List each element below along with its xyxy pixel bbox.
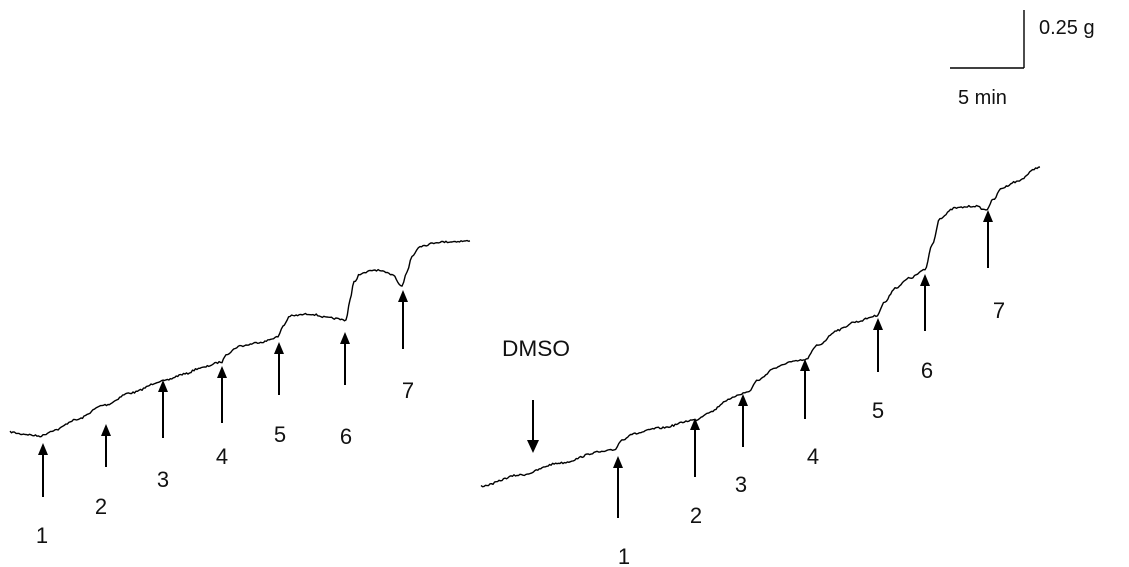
scale-bar: 0.25 g 5 min xyxy=(950,10,1095,109)
addition-labels-left: 1 2 3 4 5 6 7 xyxy=(36,378,414,548)
addition-label: 5 xyxy=(872,398,884,423)
vehicle-marker: DMSO xyxy=(502,336,570,453)
addition-arrow-head xyxy=(690,418,700,430)
addition-arrow-head xyxy=(38,443,48,455)
addition-label: 2 xyxy=(690,503,702,528)
addition-label: 1 xyxy=(36,523,48,548)
addition-labels-right: 1 2 3 4 5 6 7 xyxy=(618,298,1005,567)
addition-arrow-head xyxy=(158,380,168,392)
vehicle-label: DMSO xyxy=(502,336,570,361)
addition-arrows-right xyxy=(613,210,993,518)
addition-arrows-left xyxy=(38,290,408,497)
addition-arrow-head xyxy=(983,210,993,222)
addition-arrow-head xyxy=(873,318,883,330)
scale-bar-force-label: 0.25 g xyxy=(1039,17,1095,39)
trace-left-line xyxy=(9,239,471,438)
addition-label: 1 xyxy=(618,544,630,567)
trace-left: 1 2 3 4 5 6 7 xyxy=(9,239,471,548)
addition-arrow-head xyxy=(398,290,408,302)
addition-arrow-head xyxy=(101,424,111,436)
addition-label: 7 xyxy=(993,298,1005,323)
scale-bar-time-label: 5 min xyxy=(958,87,1007,109)
addition-arrow-head xyxy=(274,342,284,354)
vehicle-arrow-head xyxy=(527,440,539,453)
addition-label: 6 xyxy=(921,358,933,383)
addition-label: 7 xyxy=(402,378,414,403)
addition-label: 3 xyxy=(157,467,169,492)
addition-label: 4 xyxy=(216,444,228,469)
addition-arrow-head xyxy=(738,394,748,406)
addition-arrow-head xyxy=(920,274,930,286)
trace-right: 1 2 3 4 5 6 7 xyxy=(480,166,1041,567)
trace-right-line xyxy=(480,166,1041,488)
addition-label: 2 xyxy=(95,494,107,519)
addition-arrow-head xyxy=(800,359,810,371)
addition-label: 3 xyxy=(735,472,747,497)
addition-label: 6 xyxy=(340,424,352,449)
addition-arrow-head xyxy=(340,332,350,344)
addition-arrow-head xyxy=(217,366,227,378)
addition-label: 4 xyxy=(807,444,819,469)
addition-label: 5 xyxy=(274,422,286,447)
addition-arrow-head xyxy=(613,456,623,468)
